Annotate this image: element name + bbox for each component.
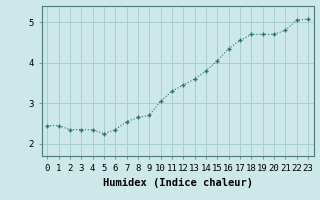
X-axis label: Humidex (Indice chaleur): Humidex (Indice chaleur) — [103, 178, 252, 188]
